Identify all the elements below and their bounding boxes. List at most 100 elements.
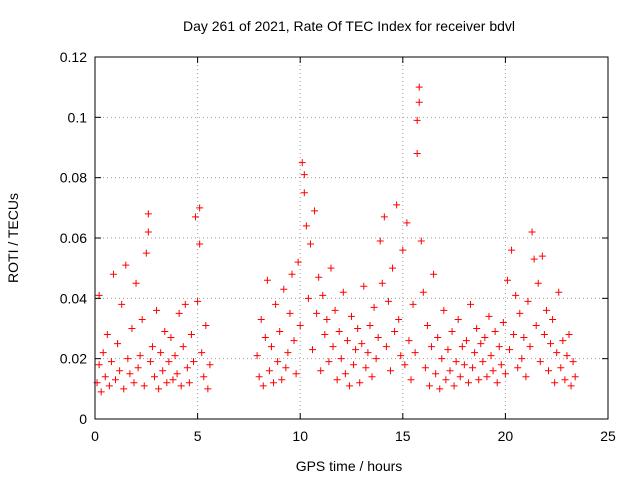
x-tick-label: 5 [194,428,202,444]
data-point [569,358,577,366]
data-point [313,309,321,317]
data-point [255,373,263,381]
data-point [551,379,559,387]
data-point [317,367,325,375]
data-point [124,355,132,363]
data-point [206,361,214,369]
data-point [352,346,360,354]
data-point [567,382,575,390]
data-point [323,315,331,323]
data-point [423,321,431,329]
data-point [438,355,446,363]
data-point [386,367,394,375]
data-point [99,349,107,357]
data-point [192,213,200,221]
data-point [309,346,317,354]
y-tick-label: 0 [79,411,87,427]
data-point [116,367,124,375]
data-point [319,291,327,299]
data-point [446,367,454,375]
data-point [565,331,573,339]
x-tick-label: 20 [498,428,514,444]
data-point [503,276,511,284]
data-point [493,379,501,387]
data-point [360,282,368,290]
data-point [198,349,206,357]
data-point [177,382,185,390]
data-point [128,325,136,332]
data-point [495,343,503,351]
data-point [343,337,351,345]
data-point [148,343,156,351]
data-point [331,306,339,314]
data-point [200,373,208,381]
data-point [144,210,152,218]
data-point [261,334,269,342]
data-point [413,150,421,158]
data-point [444,346,452,354]
y-axis-title: ROTI / TECUs [5,193,21,283]
data-point [253,352,261,360]
data-point [417,237,425,245]
data-point [544,367,552,375]
data-point [524,297,532,305]
data-point [122,261,130,269]
data-point [516,309,524,317]
data-point [294,258,302,266]
data-point [413,116,421,124]
data-point [270,379,278,387]
y-tick-label: 0.08 [60,170,87,186]
data-point [140,382,148,390]
data-point [321,331,329,339]
data-point [450,382,458,390]
data-point [534,279,542,287]
data-point [425,382,433,390]
data-point [169,376,177,384]
data-point [183,364,191,372]
data-point [528,228,536,236]
data-point [286,309,294,317]
data-point [132,279,140,287]
data-point [358,340,366,348]
data-point [130,379,138,387]
data-point [536,358,544,366]
data-point [384,297,392,305]
data-point [300,189,308,197]
data-point [380,213,388,221]
data-point [136,352,144,360]
data-point [374,334,382,342]
data-point [126,370,134,378]
data-point [179,343,187,351]
data-point [403,219,411,227]
data-point [335,328,343,336]
data-point [452,358,460,366]
data-point [405,337,413,345]
data-point [487,352,495,360]
data-point [265,367,273,375]
data-point [337,355,345,363]
data-point [491,328,499,336]
data-point [489,367,497,375]
data-point [506,346,514,354]
data-point [105,382,113,390]
data-point [315,273,323,281]
x-tick-label: 10 [292,428,308,444]
data-point [304,294,312,302]
data-point [436,385,444,393]
data-point [185,379,193,387]
data-point [263,276,271,284]
data-point [561,376,569,384]
data-point [395,315,403,323]
data-point [518,355,526,363]
data-point [559,337,567,345]
x-tick-label: 0 [91,428,99,444]
data-point [284,349,292,357]
data-point [391,328,399,336]
data-point [194,297,202,305]
data-point [348,312,355,320]
data-point [467,300,475,308]
data-point [157,349,165,357]
data-point [411,349,419,357]
data-point [274,358,282,366]
data-point [181,300,189,308]
